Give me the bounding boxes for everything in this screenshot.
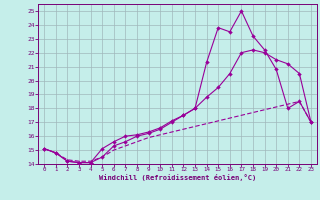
X-axis label: Windchill (Refroidissement éolien,°C): Windchill (Refroidissement éolien,°C) [99, 174, 256, 181]
